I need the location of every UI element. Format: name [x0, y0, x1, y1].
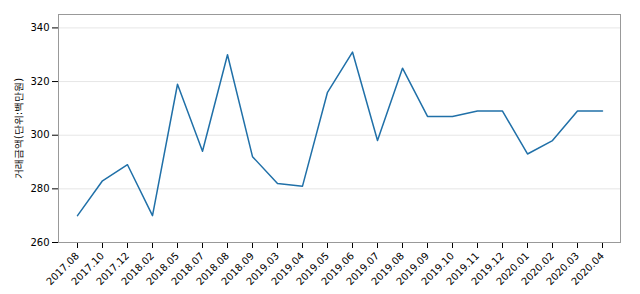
svg-text:340: 340: [30, 22, 49, 33]
svg-text:2020.01: 2020.01: [494, 250, 532, 288]
svg-text:2018.02: 2018.02: [119, 250, 157, 288]
svg-text:2019.09: 2019.09: [394, 250, 432, 288]
svg-text:2018.09: 2018.09: [219, 250, 257, 288]
svg-text:2020.02: 2020.02: [519, 250, 557, 288]
svg-text:320: 320: [30, 76, 49, 87]
svg-text:2020.04: 2020.04: [569, 250, 606, 287]
svg-text:2019.05: 2019.05: [294, 250, 332, 288]
svg-text:2018.08: 2018.08: [194, 250, 232, 288]
svg-text:2019.12: 2019.12: [469, 250, 507, 288]
svg-text:거래금액(단위:백만원): 거래금액(단위:백만원): [13, 78, 24, 179]
svg-text:2019.11: 2019.11: [444, 250, 482, 288]
svg-text:2017.08: 2017.08: [44, 250, 82, 288]
svg-text:2019.06: 2019.06: [319, 250, 357, 288]
svg-text:2017.12: 2017.12: [94, 250, 132, 288]
svg-text:2020.03: 2020.03: [544, 250, 582, 288]
svg-text:260: 260: [30, 237, 49, 248]
svg-text:2019.08: 2019.08: [369, 250, 407, 288]
svg-text:2018.05: 2018.05: [144, 250, 182, 288]
svg-text:2019.04: 2019.04: [269, 250, 307, 288]
svg-text:2019.03: 2019.03: [244, 250, 282, 288]
svg-text:2019.07: 2019.07: [344, 250, 382, 288]
svg-text:2017.10: 2017.10: [69, 250, 107, 288]
svg-text:300: 300: [30, 129, 49, 140]
svg-text:280: 280: [30, 183, 49, 194]
svg-text:2019.10: 2019.10: [419, 250, 457, 288]
svg-text:2018.07: 2018.07: [169, 250, 207, 288]
